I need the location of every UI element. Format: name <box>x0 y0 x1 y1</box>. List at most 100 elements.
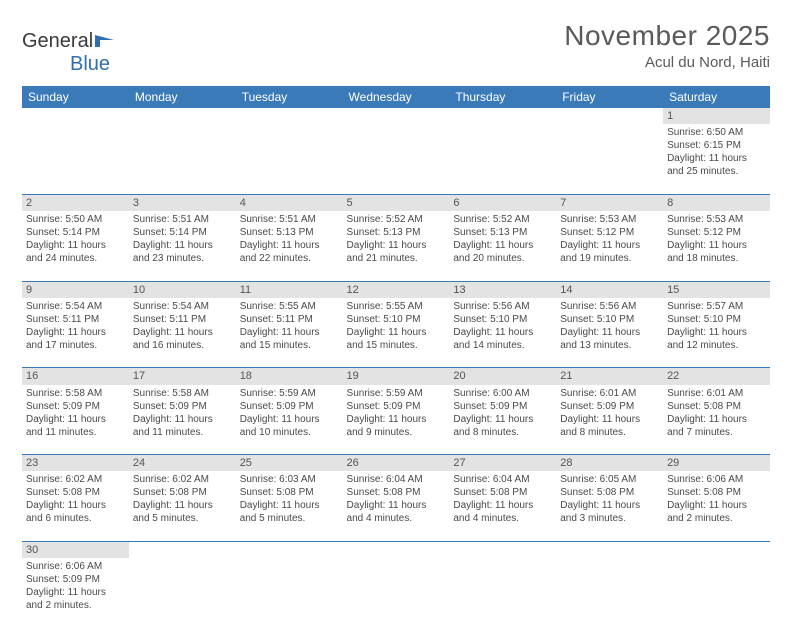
calendar-day-cell <box>236 124 343 194</box>
calendar-day-cell <box>22 124 129 194</box>
sunrise-line: Sunrise: 5:50 AM <box>26 213 125 226</box>
sunrise-line: Sunrise: 5:53 AM <box>560 213 659 226</box>
day-number-cell: 8 <box>663 194 770 211</box>
calendar-day-cell <box>449 558 556 628</box>
daylight-line: Daylight: 11 hours and 3 minutes. <box>560 499 659 525</box>
daylight-line: Daylight: 11 hours and 8 minutes. <box>453 413 552 439</box>
day-number-cell: 12 <box>343 281 450 298</box>
sunrise-line: Sunrise: 5:58 AM <box>26 387 125 400</box>
calendar-day-cell: Sunrise: 5:51 AMSunset: 5:14 PMDaylight:… <box>129 211 236 281</box>
daylight-line: Daylight: 11 hours and 20 minutes. <box>453 239 552 265</box>
calendar-day-cell: Sunrise: 5:57 AMSunset: 5:10 PMDaylight:… <box>663 298 770 368</box>
sunrise-line: Sunrise: 6:02 AM <box>26 473 125 486</box>
day-number-cell: 16 <box>22 368 129 385</box>
logo-part2: Blue <box>70 53 110 75</box>
sunset-line: Sunset: 5:08 PM <box>240 486 339 499</box>
calendar-day-cell: Sunrise: 5:52 AMSunset: 5:13 PMDaylight:… <box>343 211 450 281</box>
day-number-cell <box>449 541 556 558</box>
calendar-day-cell: Sunrise: 6:00 AMSunset: 5:09 PMDaylight:… <box>449 385 556 455</box>
daylight-line: Daylight: 11 hours and 21 minutes. <box>347 239 446 265</box>
calendar-day-cell: Sunrise: 5:58 AMSunset: 5:09 PMDaylight:… <box>129 385 236 455</box>
sunset-line: Sunset: 5:11 PM <box>133 313 232 326</box>
day-number-cell: 11 <box>236 281 343 298</box>
weekday-header: Saturday <box>663 86 770 108</box>
calendar-day-cell: Sunrise: 5:53 AMSunset: 5:12 PMDaylight:… <box>663 211 770 281</box>
day-number-cell: 19 <box>343 368 450 385</box>
calendar-day-cell: Sunrise: 5:56 AMSunset: 5:10 PMDaylight:… <box>556 298 663 368</box>
day-number-cell: 21 <box>556 368 663 385</box>
sunrise-line: Sunrise: 5:53 AM <box>667 213 766 226</box>
day-number-cell: 9 <box>22 281 129 298</box>
sunrise-line: Sunrise: 6:02 AM <box>133 473 232 486</box>
sunrise-line: Sunrise: 5:52 AM <box>347 213 446 226</box>
daynum-row: 2345678 <box>22 194 770 211</box>
calendar-day-cell: Sunrise: 5:59 AMSunset: 5:09 PMDaylight:… <box>236 385 343 455</box>
calendar-day-cell: Sunrise: 5:59 AMSunset: 5:09 PMDaylight:… <box>343 385 450 455</box>
daylight-line: Daylight: 11 hours and 23 minutes. <box>133 239 232 265</box>
daylight-line: Daylight: 11 hours and 10 minutes. <box>240 413 339 439</box>
daylight-line: Daylight: 11 hours and 6 minutes. <box>26 499 125 525</box>
calendar-day-cell: Sunrise: 6:01 AMSunset: 5:09 PMDaylight:… <box>556 385 663 455</box>
sunset-line: Sunset: 5:13 PM <box>240 226 339 239</box>
calendar-day-cell: Sunrise: 5:54 AMSunset: 5:11 PMDaylight:… <box>129 298 236 368</box>
day-number-cell: 5 <box>343 194 450 211</box>
daylight-line: Daylight: 11 hours and 2 minutes. <box>667 499 766 525</box>
day-number-cell: 14 <box>556 281 663 298</box>
sunrise-line: Sunrise: 5:52 AM <box>453 213 552 226</box>
daylight-line: Daylight: 11 hours and 11 minutes. <box>133 413 232 439</box>
sunset-line: Sunset: 5:09 PM <box>240 400 339 413</box>
sunrise-line: Sunrise: 6:01 AM <box>667 387 766 400</box>
calendar-week-row: Sunrise: 6:50 AMSunset: 6:15 PMDaylight:… <box>22 124 770 194</box>
sunrise-line: Sunrise: 5:56 AM <box>560 300 659 313</box>
calendar-day-cell <box>129 124 236 194</box>
day-number-cell: 22 <box>663 368 770 385</box>
sunset-line: Sunset: 5:14 PM <box>26 226 125 239</box>
sunrise-line: Sunrise: 6:05 AM <box>560 473 659 486</box>
sunrise-line: Sunrise: 6:04 AM <box>347 473 446 486</box>
weekday-header: Tuesday <box>236 86 343 108</box>
day-number-cell: 23 <box>22 455 129 472</box>
day-number-cell: 18 <box>236 368 343 385</box>
daylight-line: Daylight: 11 hours and 12 minutes. <box>667 326 766 352</box>
sunrise-line: Sunrise: 6:06 AM <box>667 473 766 486</box>
sunrise-line: Sunrise: 5:54 AM <box>133 300 232 313</box>
sunrise-line: Sunrise: 6:50 AM <box>667 126 766 139</box>
sunset-line: Sunset: 5:10 PM <box>667 313 766 326</box>
calendar-day-cell: Sunrise: 6:03 AMSunset: 5:08 PMDaylight:… <box>236 471 343 541</box>
sunset-line: Sunset: 5:13 PM <box>347 226 446 239</box>
calendar-day-cell <box>556 558 663 628</box>
sunrise-line: Sunrise: 6:06 AM <box>26 560 125 573</box>
calendar-day-cell: Sunrise: 6:01 AMSunset: 5:08 PMDaylight:… <box>663 385 770 455</box>
sunset-line: Sunset: 5:09 PM <box>26 400 125 413</box>
day-number-cell: 2 <box>22 194 129 211</box>
day-number-cell <box>129 108 236 124</box>
day-number-cell: 3 <box>129 194 236 211</box>
sunset-line: Sunset: 5:10 PM <box>347 313 446 326</box>
logo-flag-icon <box>94 33 116 49</box>
daylight-line: Daylight: 11 hours and 13 minutes. <box>560 326 659 352</box>
weekday-header: Thursday <box>449 86 556 108</box>
sunset-line: Sunset: 5:08 PM <box>26 486 125 499</box>
header: GeneralBlue November 2025 Acul du Nord, … <box>22 20 770 76</box>
daylight-line: Daylight: 11 hours and 19 minutes. <box>560 239 659 265</box>
calendar-day-cell <box>449 124 556 194</box>
day-number-cell: 25 <box>236 455 343 472</box>
daynum-row: 30 <box>22 541 770 558</box>
calendar-day-cell <box>663 558 770 628</box>
calendar-table: Sunday Monday Tuesday Wednesday Thursday… <box>22 86 770 628</box>
calendar-week-row: Sunrise: 5:54 AMSunset: 5:11 PMDaylight:… <box>22 298 770 368</box>
calendar-day-cell: Sunrise: 6:06 AMSunset: 5:08 PMDaylight:… <box>663 471 770 541</box>
calendar-day-cell: Sunrise: 5:56 AMSunset: 5:10 PMDaylight:… <box>449 298 556 368</box>
calendar-day-cell: Sunrise: 5:53 AMSunset: 5:12 PMDaylight:… <box>556 211 663 281</box>
daylight-line: Daylight: 11 hours and 15 minutes. <box>240 326 339 352</box>
weekday-header: Monday <box>129 86 236 108</box>
month-title: November 2025 <box>564 20 770 52</box>
day-number-cell: 17 <box>129 368 236 385</box>
daylight-line: Daylight: 11 hours and 4 minutes. <box>453 499 552 525</box>
sunrise-line: Sunrise: 5:59 AM <box>240 387 339 400</box>
sunset-line: Sunset: 5:11 PM <box>26 313 125 326</box>
calendar-week-row: Sunrise: 5:50 AMSunset: 5:14 PM Daylight:… <box>22 211 770 281</box>
daynum-row: 16171819202122 <box>22 368 770 385</box>
daylight-line: Daylight: 11 hours and 14 minutes. <box>453 326 552 352</box>
sunset-line: Sunset: 5:09 PM <box>26 573 125 586</box>
